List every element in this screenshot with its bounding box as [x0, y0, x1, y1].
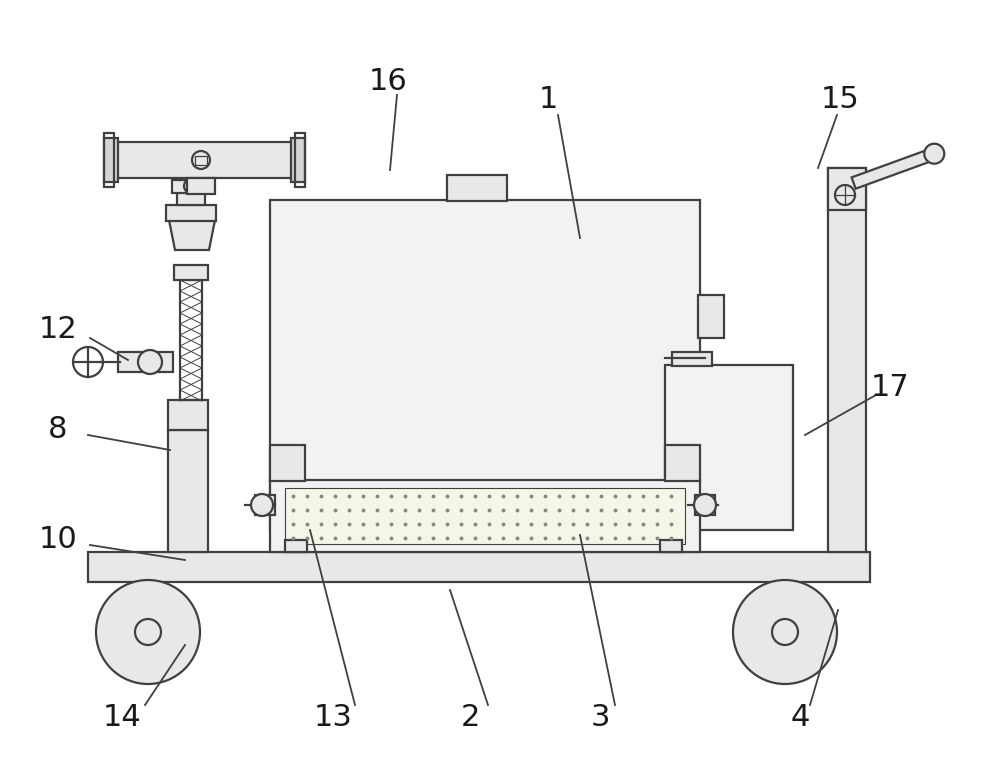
Bar — [285, 488, 685, 544]
Bar — [665, 445, 700, 481]
Bar — [447, 175, 507, 201]
Text: 17: 17 — [871, 373, 909, 403]
Text: 8: 8 — [48, 416, 68, 444]
Bar — [195, 156, 207, 165]
Bar — [270, 200, 700, 530]
Circle shape — [924, 144, 944, 164]
Circle shape — [694, 494, 716, 516]
Bar — [168, 430, 208, 552]
Bar — [187, 178, 215, 194]
Bar — [104, 138, 118, 182]
Bar — [828, 168, 866, 210]
Bar — [118, 352, 173, 372]
Bar — [828, 168, 866, 552]
Bar — [180, 280, 202, 400]
Text: 3: 3 — [590, 704, 610, 732]
Text: 14: 14 — [103, 704, 141, 732]
Bar — [291, 138, 305, 182]
Bar — [255, 495, 275, 515]
Text: 2: 2 — [460, 704, 480, 732]
Bar — [698, 295, 724, 338]
Circle shape — [138, 350, 162, 374]
Circle shape — [251, 494, 273, 516]
Bar — [168, 400, 208, 430]
Bar — [295, 133, 305, 187]
Bar — [166, 205, 216, 221]
Text: 4: 4 — [790, 704, 810, 732]
Circle shape — [733, 580, 837, 684]
Polygon shape — [169, 220, 215, 250]
Text: 1: 1 — [538, 85, 558, 115]
Bar — [172, 180, 210, 193]
Circle shape — [96, 580, 200, 684]
Bar — [665, 365, 793, 530]
Bar — [695, 495, 715, 515]
Bar — [177, 192, 205, 205]
Bar — [104, 133, 114, 187]
Text: 10: 10 — [39, 525, 77, 554]
Bar — [660, 540, 682, 552]
Bar — [174, 265, 208, 280]
Bar — [88, 552, 870, 582]
Text: 13: 13 — [314, 704, 352, 732]
Text: 15: 15 — [821, 85, 859, 115]
Bar — [672, 352, 712, 366]
Text: 12: 12 — [39, 316, 77, 344]
Polygon shape — [852, 147, 938, 189]
Bar — [285, 540, 307, 552]
Bar — [270, 480, 700, 552]
Bar — [270, 445, 305, 481]
Bar — [110, 142, 295, 178]
Text: 16: 16 — [369, 68, 407, 96]
